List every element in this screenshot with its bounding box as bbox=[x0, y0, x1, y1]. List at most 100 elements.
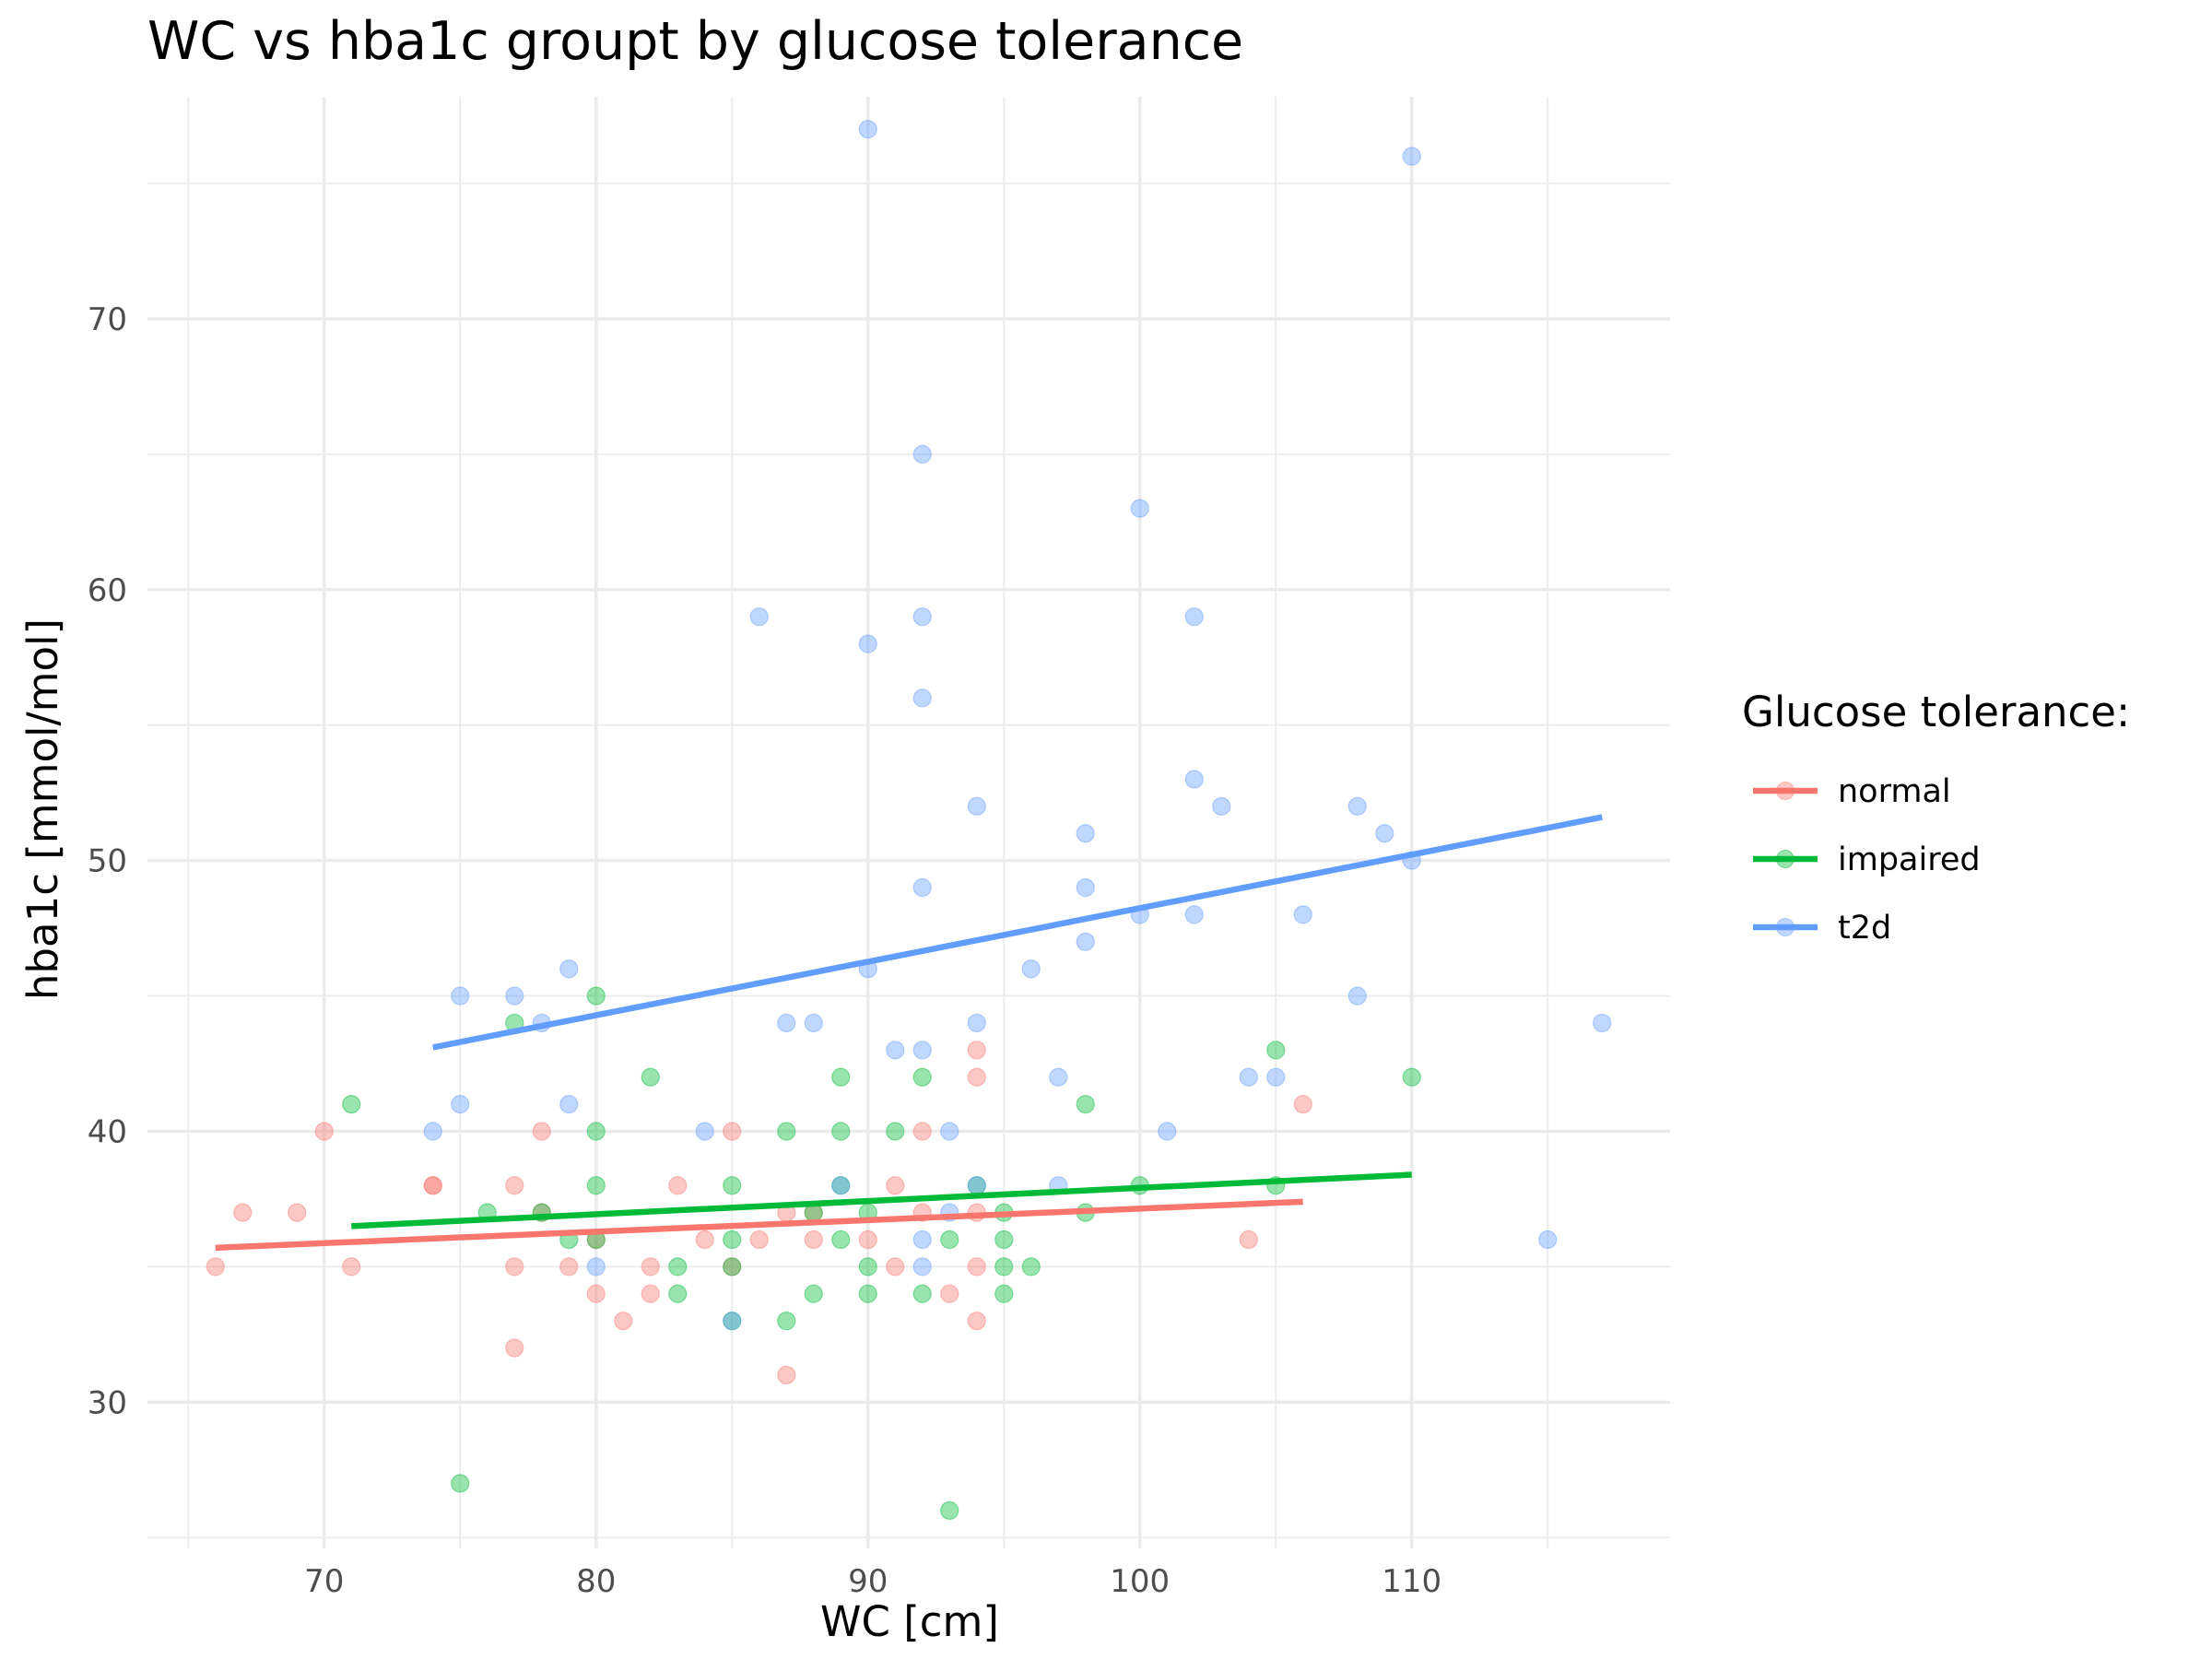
chart-title: WC vs hba1c groupt by glucose tolerance bbox=[147, 11, 1243, 72]
data-point-t2d bbox=[1375, 824, 1394, 843]
x-tick-label: 110 bbox=[1382, 1563, 1441, 1600]
data-point-impaired bbox=[831, 1122, 851, 1141]
legend-item-normal: normal bbox=[1753, 773, 1951, 810]
legend-item-t2d: t2d bbox=[1753, 910, 1891, 947]
data-point-normal bbox=[967, 1257, 986, 1277]
data-point-normal bbox=[288, 1203, 307, 1222]
data-point-t2d bbox=[586, 1257, 606, 1277]
data-point-t2d bbox=[967, 1013, 986, 1033]
data-point-impaired bbox=[994, 1284, 1014, 1303]
data-point-impaired bbox=[723, 1312, 742, 1331]
grid bbox=[147, 97, 1670, 1548]
trend-line-t2d bbox=[432, 814, 1603, 1051]
data-point-normal bbox=[505, 1257, 524, 1277]
data-point-t2d bbox=[723, 1312, 742, 1331]
data-point-t2d bbox=[559, 959, 579, 979]
data-point-normal bbox=[777, 1365, 796, 1385]
data-point-impaired bbox=[723, 1176, 742, 1195]
legend-item-impaired: impaired bbox=[1753, 841, 1981, 878]
data-point-impaired bbox=[912, 1284, 932, 1303]
data-point-normal bbox=[858, 1230, 877, 1250]
data-point-impaired bbox=[831, 1067, 851, 1087]
data-point-impaired bbox=[858, 1284, 877, 1303]
data-point-impaired bbox=[668, 1284, 688, 1303]
data-point-impaired bbox=[586, 986, 606, 1006]
data-point-t2d bbox=[804, 1013, 823, 1033]
data-point-normal bbox=[532, 1122, 551, 1141]
data-point-t2d bbox=[1266, 1067, 1286, 1087]
data-point-t2d bbox=[912, 688, 932, 708]
data-point-t2d bbox=[886, 1041, 905, 1060]
data-point-normal bbox=[423, 1176, 442, 1195]
data-point-t2d bbox=[912, 1041, 932, 1060]
data-point-impaired bbox=[831, 1176, 851, 1195]
data-point-normal bbox=[967, 1067, 986, 1087]
data-point-normal bbox=[559, 1257, 579, 1277]
x-tick-label: 90 bbox=[848, 1563, 888, 1600]
data-point-impaired bbox=[641, 1067, 660, 1087]
data-point-normal bbox=[967, 1312, 986, 1331]
x-tick-label: 70 bbox=[304, 1563, 344, 1600]
data-point-t2d bbox=[858, 120, 877, 139]
data-point-t2d bbox=[559, 1094, 579, 1114]
data-point-t2d bbox=[1347, 796, 1367, 816]
data-point-t2d bbox=[1293, 905, 1312, 924]
trend-lines bbox=[215, 814, 1603, 1252]
data-point-normal bbox=[314, 1122, 334, 1141]
data-point-normal bbox=[233, 1203, 253, 1222]
data-point-impaired bbox=[668, 1257, 688, 1277]
data-point-t2d bbox=[1593, 1013, 1612, 1033]
data-point-t2d bbox=[912, 444, 932, 464]
legend-label: normal bbox=[1838, 773, 1951, 810]
data-point-impaired bbox=[586, 1122, 606, 1141]
data-point-t2d bbox=[1347, 986, 1367, 1006]
legend-key-point bbox=[1776, 918, 1794, 936]
data-point-t2d bbox=[967, 1176, 986, 1195]
data-point-impaired bbox=[1402, 1067, 1421, 1087]
legend-key-point bbox=[1776, 782, 1794, 800]
data-point-t2d bbox=[1076, 932, 1095, 951]
legend: Glucose tolerance: normal impaired t2d bbox=[1742, 688, 2130, 947]
data-point-impaired bbox=[723, 1230, 742, 1250]
data-point-t2d bbox=[1184, 770, 1204, 789]
data-point-t2d bbox=[1049, 1067, 1068, 1087]
data-point-t2d bbox=[912, 1257, 932, 1277]
y-tick-label: 30 bbox=[88, 1384, 127, 1421]
data-point-normal bbox=[886, 1176, 905, 1195]
data-point-t2d bbox=[451, 1094, 470, 1114]
data-point-normal bbox=[723, 1257, 742, 1277]
data-point-t2d bbox=[1184, 905, 1204, 924]
data-point-t2d bbox=[1130, 499, 1149, 518]
data-point-impaired bbox=[777, 1122, 796, 1141]
y-tick-label: 60 bbox=[88, 572, 127, 609]
data-point-normal bbox=[749, 1230, 769, 1250]
data-point-impaired bbox=[1266, 1041, 1286, 1060]
data-point-t2d bbox=[1239, 1067, 1258, 1087]
data-point-t2d bbox=[831, 1176, 851, 1195]
data-point-impaired bbox=[451, 1474, 470, 1493]
legend-title: Glucose tolerance: bbox=[1742, 688, 2130, 736]
data-point-normal bbox=[1293, 1094, 1312, 1114]
x-tick-label: 80 bbox=[576, 1563, 616, 1600]
data-point-t2d bbox=[912, 1230, 932, 1250]
data-point-impaired bbox=[831, 1230, 851, 1250]
data-point-normal bbox=[641, 1257, 660, 1277]
data-point-normal bbox=[505, 1176, 524, 1195]
data-point-t2d bbox=[777, 1013, 796, 1033]
data-point-impaired bbox=[342, 1094, 361, 1114]
data-point-t2d bbox=[451, 986, 470, 1006]
tick-labels: 70 80 90 100 110 30 40 50 60 70 bbox=[88, 301, 1441, 1600]
data-point-impaired bbox=[1021, 1257, 1041, 1277]
data-point-normal bbox=[423, 1176, 442, 1195]
data-point-normal bbox=[641, 1284, 660, 1303]
data-point-normal bbox=[940, 1284, 959, 1303]
y-tick-label: 40 bbox=[88, 1113, 127, 1150]
legend-label: impaired bbox=[1838, 841, 1981, 878]
data-point-t2d bbox=[912, 607, 932, 627]
data-point-impaired bbox=[1076, 1094, 1095, 1114]
data-point-t2d bbox=[858, 634, 877, 653]
x-axis-title: WC [cm] bbox=[820, 1597, 999, 1646]
data-point-t2d bbox=[423, 1122, 442, 1141]
data-point-normal bbox=[967, 1041, 986, 1060]
